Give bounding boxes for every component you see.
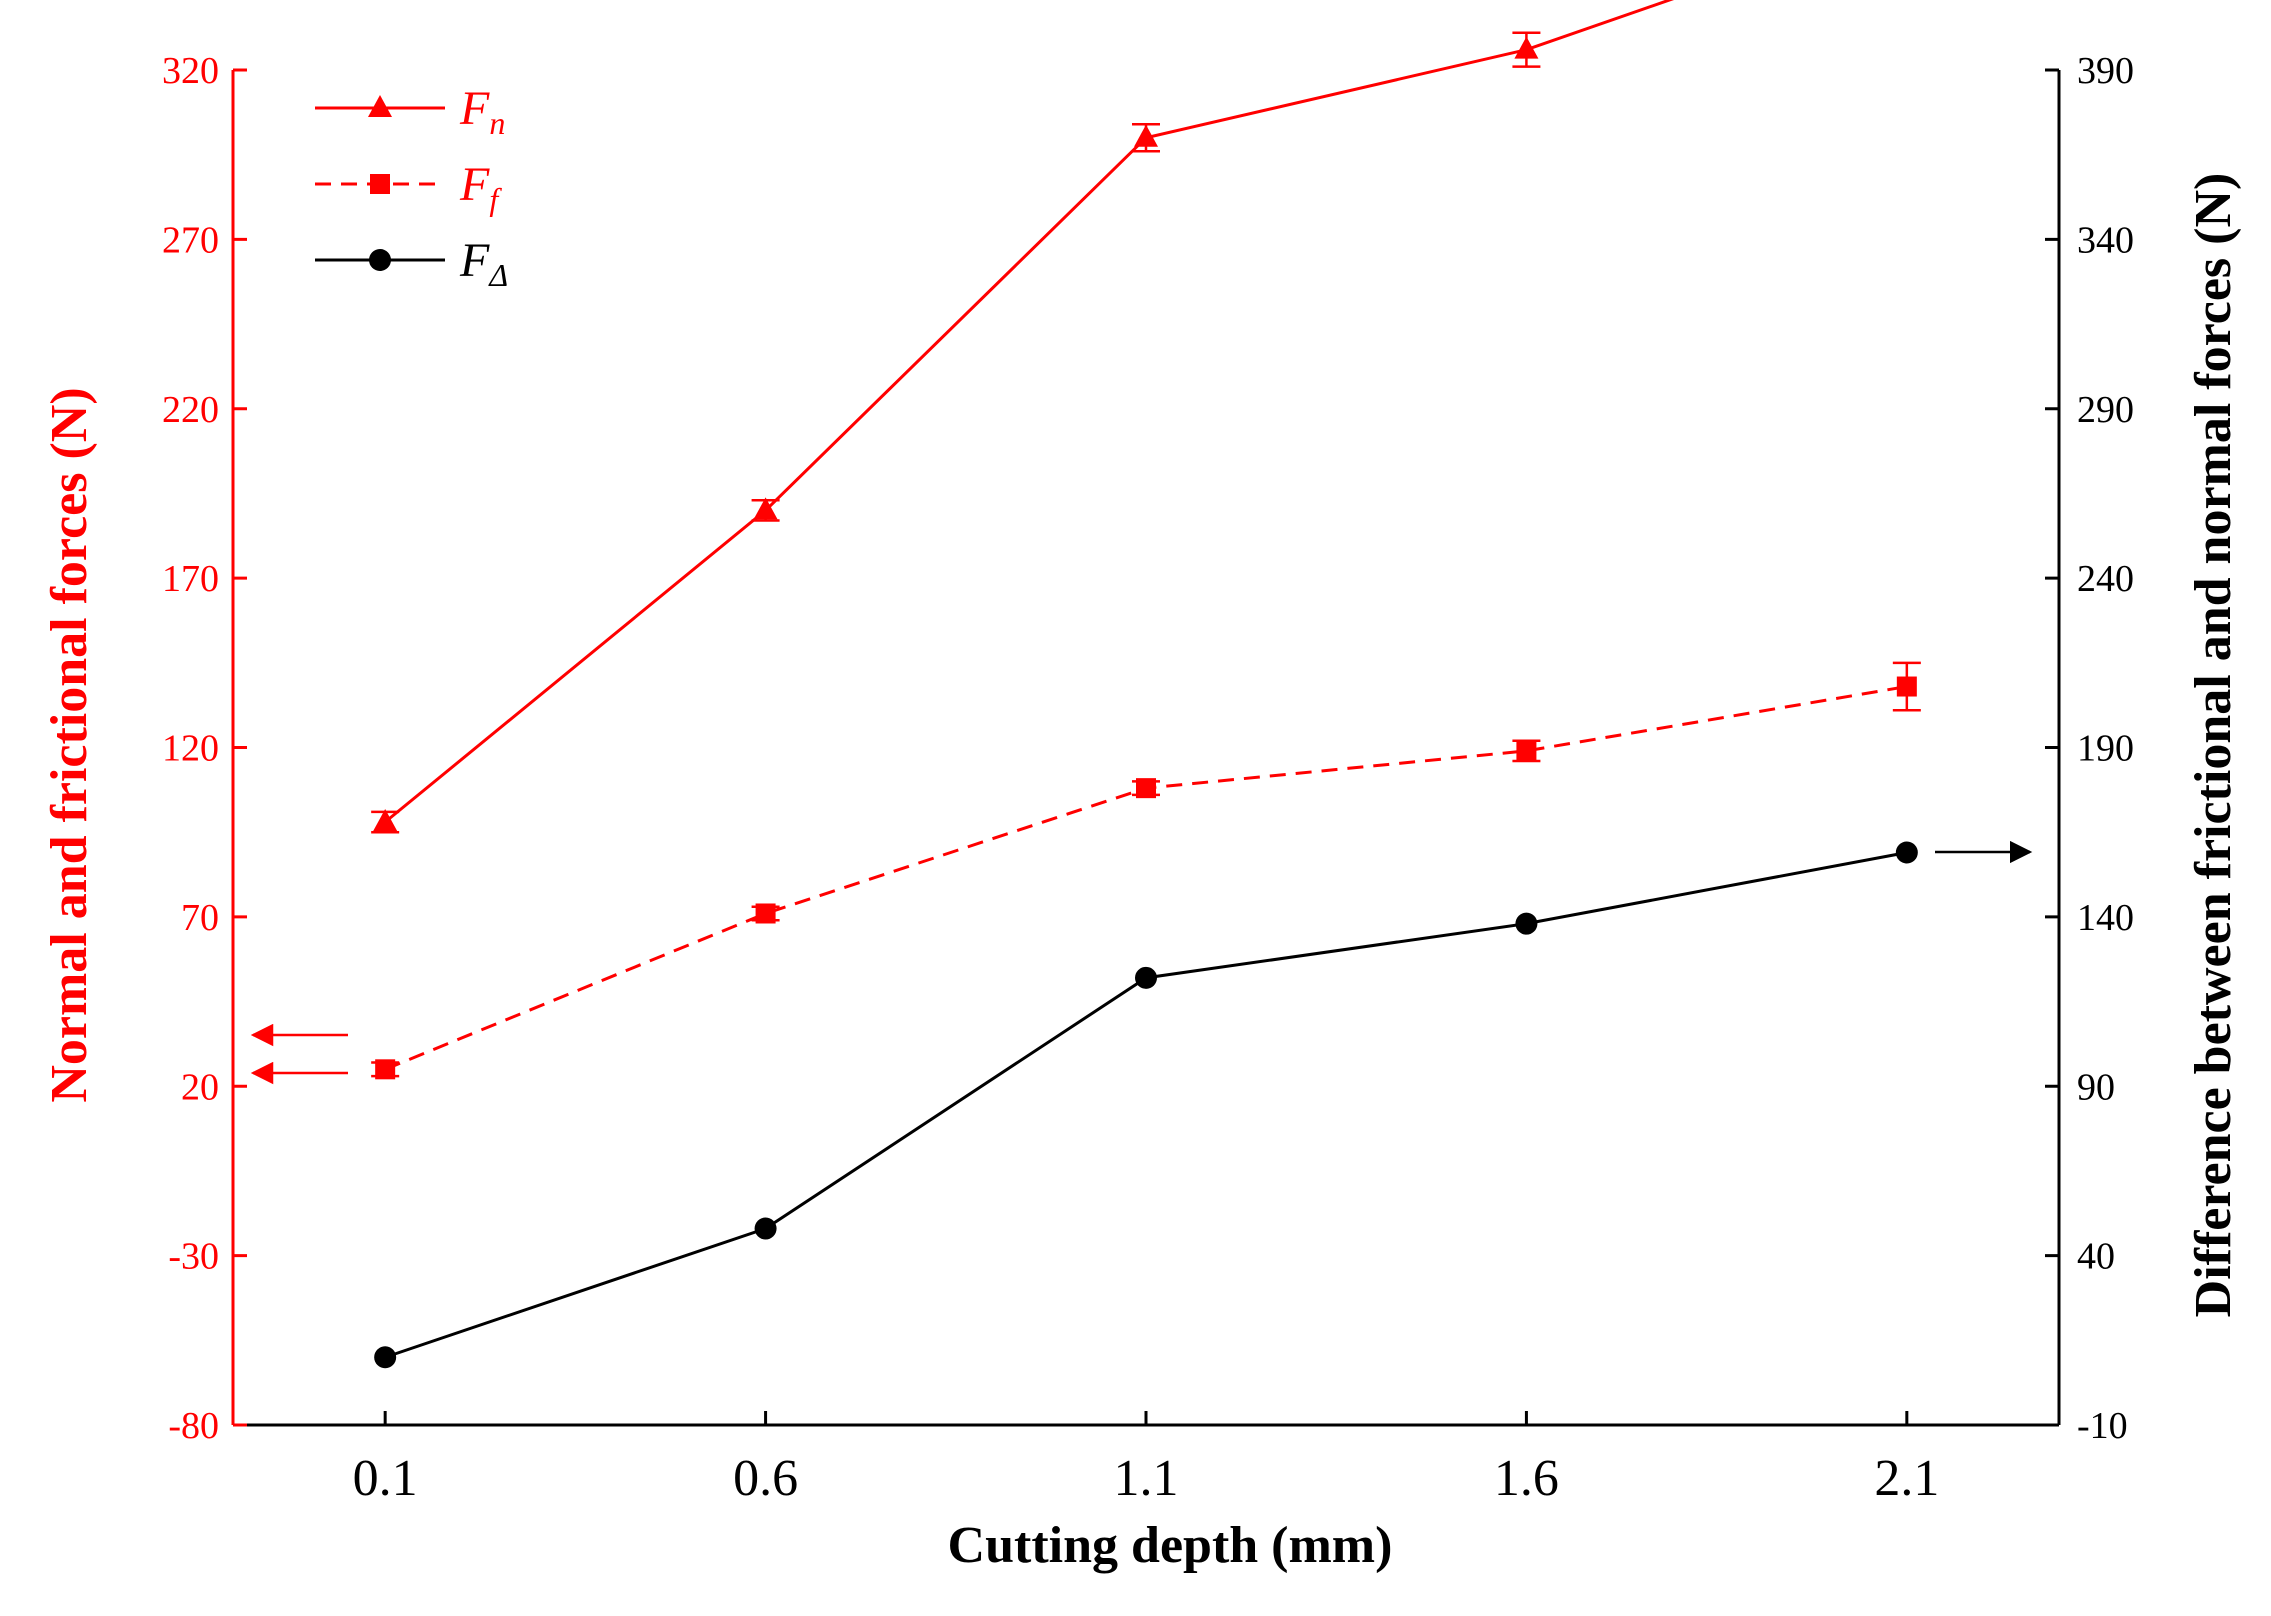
left-tick-label: 20 bbox=[181, 1066, 219, 1108]
right-tick-label: 290 bbox=[2077, 389, 2134, 431]
series-fdelta-line bbox=[384, 851, 1908, 1359]
series-ff-point bbox=[1896, 676, 1917, 697]
series-fdelta-point bbox=[1135, 966, 1157, 989]
right-tick-label: -10 bbox=[2077, 1405, 2128, 1447]
series-fdelta-point bbox=[1895, 841, 1918, 864]
series-fdelta-point bbox=[374, 1346, 397, 1369]
x-tick-label: 2.1 bbox=[1874, 1450, 1939, 1507]
x-tick-label: 0.6 bbox=[733, 1450, 798, 1507]
series-fn-point bbox=[1514, 36, 1539, 59]
legend-label-ff: Ff bbox=[459, 158, 502, 217]
series-ff-line bbox=[384, 685, 1908, 1071]
legend-item-ff: Ff bbox=[315, 158, 502, 217]
series-ff-point bbox=[375, 1059, 396, 1080]
legend-marker-fdelta bbox=[369, 249, 391, 271]
series-layer bbox=[371, 0, 1921, 1369]
left-tick-label: 220 bbox=[162, 389, 219, 431]
left-tick-label: -80 bbox=[168, 1405, 219, 1447]
right-y-axis-title: Difference between frictional and normal… bbox=[2185, 173, 2242, 1318]
x-axis-title: Cutting depth (mm) bbox=[948, 1517, 1393, 1574]
series-fn-point bbox=[753, 497, 778, 520]
right-tick-label: 190 bbox=[2077, 728, 2134, 770]
left-tick-label: -30 bbox=[168, 1236, 219, 1278]
right-tick-label: 390 bbox=[2077, 50, 2134, 92]
x-ticks: 0.1 0.6 1.1 1.6 2.1 bbox=[353, 1411, 1939, 1507]
series-ff bbox=[371, 661, 1921, 1080]
legend-marker-ff bbox=[370, 174, 390, 194]
right-tick-label: 140 bbox=[2077, 897, 2134, 939]
series-ff-point bbox=[1516, 740, 1537, 761]
series-fn-point bbox=[373, 809, 398, 832]
series-ff-point bbox=[1136, 778, 1156, 799]
series-fn bbox=[371, 0, 1675, 834]
legend-item-fdelta: FΔ bbox=[315, 234, 508, 293]
legend-marker-fn bbox=[368, 95, 392, 117]
right-tick-label: 340 bbox=[2077, 219, 2134, 261]
series-fdelta-point bbox=[754, 1217, 777, 1240]
legend: Fn Ff FΔ bbox=[315, 82, 508, 293]
legend-item-fn: Fn bbox=[315, 82, 505, 141]
right-tick-label: 90 bbox=[2077, 1066, 2115, 1108]
left-tick-label: 70 bbox=[181, 897, 219, 939]
series-fn-point bbox=[1134, 124, 1158, 147]
legend-label-fdelta: FΔ bbox=[459, 234, 508, 293]
right-y-ticks: -10 40 90 140 190 240 290 340 390 bbox=[2045, 50, 2134, 1447]
left-tick-label: 120 bbox=[162, 728, 219, 770]
x-tick-label: 0.1 bbox=[353, 1450, 418, 1507]
x-tick-label: 1.6 bbox=[1494, 1450, 1559, 1507]
left-tick-label: 320 bbox=[162, 50, 219, 92]
x-tick-label: 1.1 bbox=[1114, 1450, 1179, 1507]
right-tick-label: 240 bbox=[2077, 558, 2134, 600]
series-fdelta-point bbox=[1515, 912, 1538, 935]
left-tick-label: 170 bbox=[162, 558, 219, 600]
right-tick-label: 40 bbox=[2077, 1236, 2115, 1278]
left-y-axis-title: Normal and frictional forces (N) bbox=[41, 387, 98, 1102]
left-y-ticks: -80 -30 20 70 120 170 220 270 320 bbox=[162, 50, 247, 1447]
series-fdelta bbox=[374, 841, 1918, 1369]
axis-indicator-arrows bbox=[250, 840, 2033, 1085]
left-tick-label: 270 bbox=[162, 219, 219, 261]
series-ff-point bbox=[755, 903, 776, 924]
legend-label-fn: Fn bbox=[459, 82, 505, 141]
